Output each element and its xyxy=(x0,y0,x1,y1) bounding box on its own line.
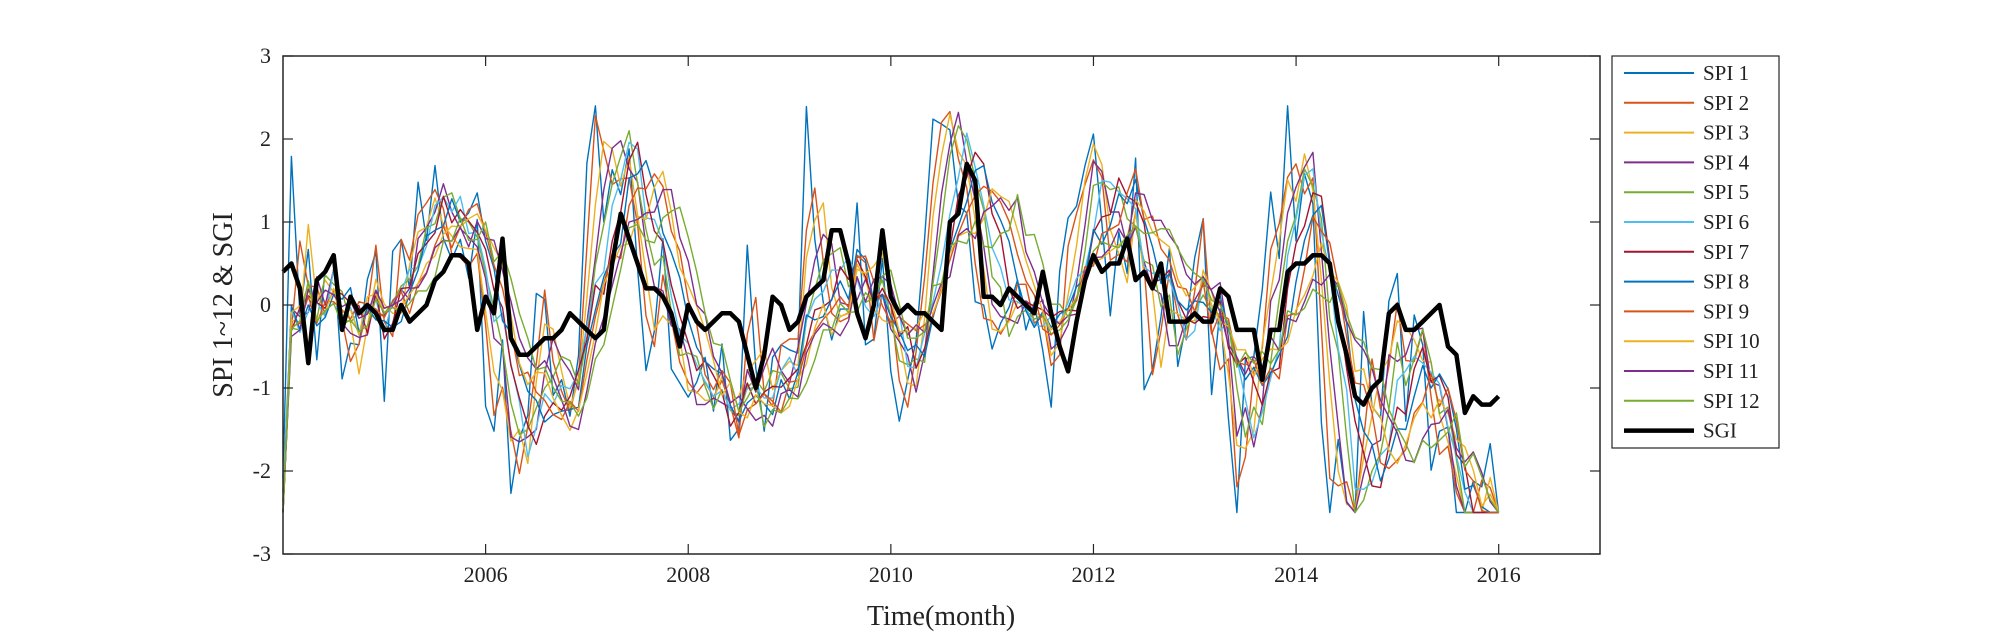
series-layer xyxy=(281,105,1501,514)
series-line-spi-8 xyxy=(282,159,1499,514)
x-tick-label: 2016 xyxy=(1477,562,1521,587)
legend-label: SPI 2 xyxy=(1703,91,1749,115)
legend-label: SPI 7 xyxy=(1703,240,1749,264)
series-line-spi-4 xyxy=(282,111,1499,514)
legend-label: SPI 12 xyxy=(1703,389,1760,413)
y-tick-label: -2 xyxy=(253,458,271,483)
series-line-spi-3 xyxy=(282,113,1500,514)
y-tick-label: 2 xyxy=(260,126,271,151)
x-tick-label: 2012 xyxy=(1071,562,1115,587)
legend-label: SPI 6 xyxy=(1703,210,1749,234)
x-tick-label: 2010 xyxy=(869,562,913,587)
y-tick-label: 3 xyxy=(260,43,271,68)
y-tick-label: 1 xyxy=(260,209,271,234)
y-tick-label: -3 xyxy=(253,541,271,566)
legend-label: SPI 5 xyxy=(1703,180,1749,204)
legend-label: SPI 4 xyxy=(1703,150,1750,174)
y-tick-label: -1 xyxy=(253,375,271,400)
legend-label: SGI xyxy=(1703,419,1737,443)
y-tick-label: 0 xyxy=(260,292,271,317)
series-line-spi-12 xyxy=(282,193,1500,513)
x-axis-ticks: 2006 2008 2010 2012 2014 2016 xyxy=(464,56,1521,587)
x-axis-label: Time(month) xyxy=(867,601,1015,632)
legend-label: SPI 9 xyxy=(1703,299,1749,323)
legend-label: SPI 11 xyxy=(1703,359,1759,383)
y-axis-ticks: -3 -2 -1 0 1 2 3 xyxy=(253,43,1600,566)
legend-label: SPI 3 xyxy=(1703,121,1749,145)
y-axis-label: SPI 1~12 & SGI xyxy=(208,212,239,398)
legend-label: SPI 1 xyxy=(1703,61,1749,85)
x-tick-label: 2008 xyxy=(666,562,710,587)
series-line-spi-7 xyxy=(282,141,1499,514)
legend: SPI 1 SPI 2 SPI 3 SPI 4 SPI 5 SPI 6 SPI 7 SPI 8… xyxy=(1611,55,1780,449)
series-line-spi-9 xyxy=(282,168,1499,514)
series-line-spi-1 xyxy=(282,105,1500,514)
legend-label: SPI 8 xyxy=(1703,270,1749,294)
x-tick-label: 2014 xyxy=(1274,562,1318,587)
x-tick-label: 2006 xyxy=(464,562,508,587)
legend-label: SPI 10 xyxy=(1703,329,1760,353)
series-line-sgi xyxy=(281,161,1501,416)
